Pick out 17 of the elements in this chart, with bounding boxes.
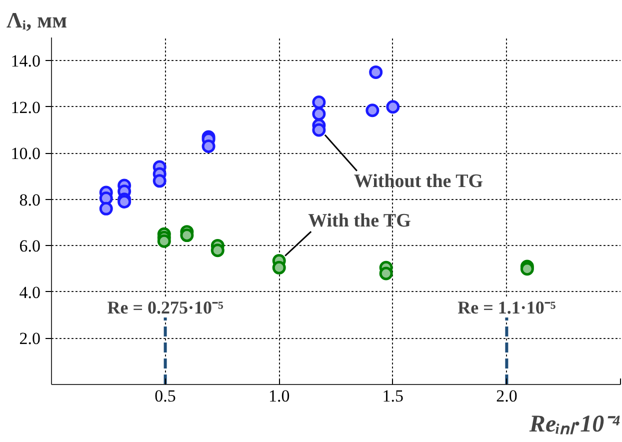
y-tick-label: 8.0 xyxy=(19,190,40,210)
x-axis-title: Reᵢₙₗ·10⁻⁴ xyxy=(528,412,621,438)
y-tick-label: 14.0 xyxy=(10,52,40,71)
annotation: Without the TG xyxy=(354,170,484,192)
annotation: With the TG xyxy=(308,210,412,232)
x-tick-label: 2.0 xyxy=(496,386,518,406)
y-tick-label: 2.0 xyxy=(19,329,40,348)
y-tick-label: 12.0 xyxy=(10,98,40,117)
y-axis-title: Λᵢ, мм xyxy=(6,8,68,32)
annotation: Re = 1.1·10⁻⁵ xyxy=(458,297,556,318)
x-tick-label: 0.5 xyxy=(154,386,176,406)
annotation: Re = 0.275·10⁻⁵ xyxy=(107,297,224,318)
y-tick-label: 6.0 xyxy=(19,236,40,256)
x-tick-label: 1.5 xyxy=(382,386,404,406)
y-tick-label: 10.0 xyxy=(10,144,40,164)
x-tick-label: 1.0 xyxy=(268,386,290,406)
y-tick-label: 4.0 xyxy=(19,282,40,302)
